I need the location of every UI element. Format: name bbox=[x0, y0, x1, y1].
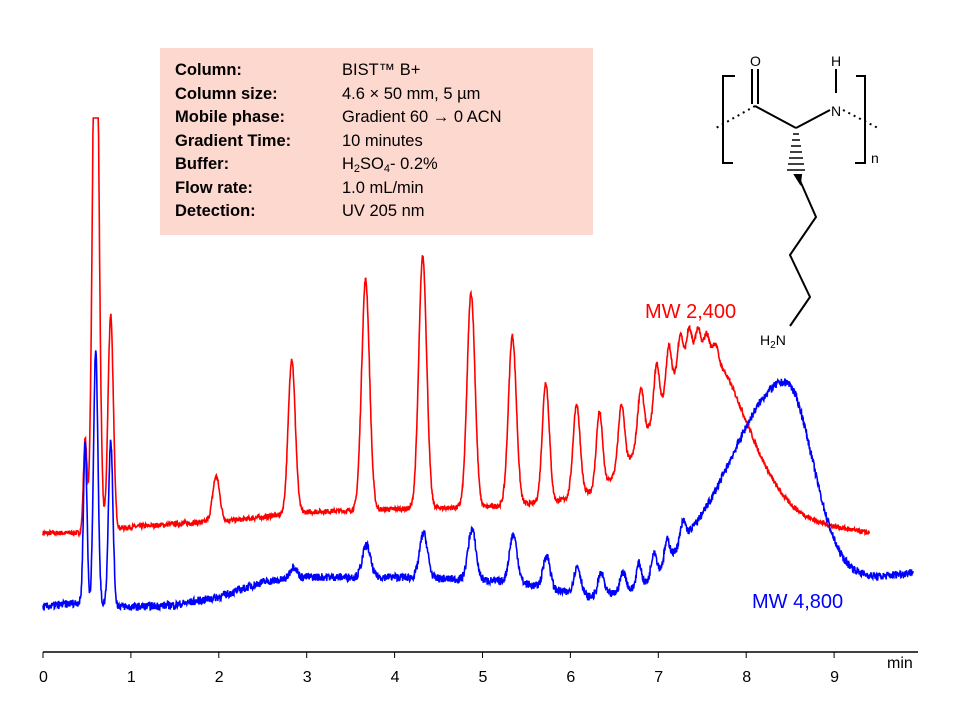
conditions-box: Column: BIST™ B+ Column size: 4.6 × 50 mm, … bbox=[160, 48, 593, 235]
legend-mw-2400: MW 2,400 bbox=[645, 301, 737, 323]
x-tick-label: 8 bbox=[742, 669, 751, 686]
condition-value: 4.6 × 50 mm, 5 µm bbox=[342, 84, 481, 103]
condition-value: UV 205 nm bbox=[342, 202, 425, 220]
condition-value: Gradient 60 → 0 ACN bbox=[342, 108, 502, 126]
amine-group: H2N bbox=[760, 332, 786, 351]
hydrogen-atom: H bbox=[831, 53, 841, 69]
condition-label: Column size: bbox=[175, 84, 278, 103]
x-tick-label: 4 bbox=[391, 669, 400, 686]
condition-label: Gradient Time: bbox=[175, 131, 292, 150]
polylysine-structure bbox=[715, 69, 879, 327]
condition-value: 1.0 mL/min bbox=[342, 178, 424, 197]
x-tick-label: 0 bbox=[39, 669, 48, 686]
x-tick-label: 1 bbox=[127, 669, 136, 686]
condition-label: Mobile phase: bbox=[175, 108, 286, 126]
trace-mw-4-800 bbox=[42, 350, 914, 613]
oxygen-atom: O bbox=[750, 53, 761, 69]
condition-value: 10 minutes bbox=[342, 131, 423, 150]
condition-value-part: 2 bbox=[353, 163, 361, 175]
condition-label: Column: bbox=[175, 61, 242, 79]
trace-mw-2-400 bbox=[42, 117, 871, 539]
x-tick-label: 5 bbox=[479, 669, 488, 686]
x-tick-label: 2 bbox=[215, 669, 224, 686]
x-tick-label: 9 bbox=[830, 669, 839, 686]
condition-value: BIST™ B+ bbox=[342, 61, 421, 79]
condition-value-part: SO bbox=[360, 155, 384, 173]
x-tick-label: 7 bbox=[654, 669, 663, 686]
condition-label: Detection: bbox=[175, 202, 256, 220]
condition-label: Buffer: bbox=[175, 155, 230, 173]
condition-value-part: 4 bbox=[383, 163, 391, 175]
condition-value: H2SO4- 0.2% bbox=[342, 154, 438, 175]
nitrogen-atom: N bbox=[831, 103, 841, 119]
x-tick-label: 3 bbox=[303, 669, 312, 686]
legend-mw-4800: MW 4,800 bbox=[752, 591, 844, 613]
condition-value-part: H bbox=[342, 155, 354, 173]
x-tick-label: 6 bbox=[566, 669, 575, 686]
repeat-unit-n: n bbox=[871, 150, 879, 166]
x-axis-label: min bbox=[887, 655, 913, 672]
condition-value-part: - 0.2% bbox=[390, 155, 438, 173]
condition-label: Flow rate: bbox=[175, 178, 253, 197]
